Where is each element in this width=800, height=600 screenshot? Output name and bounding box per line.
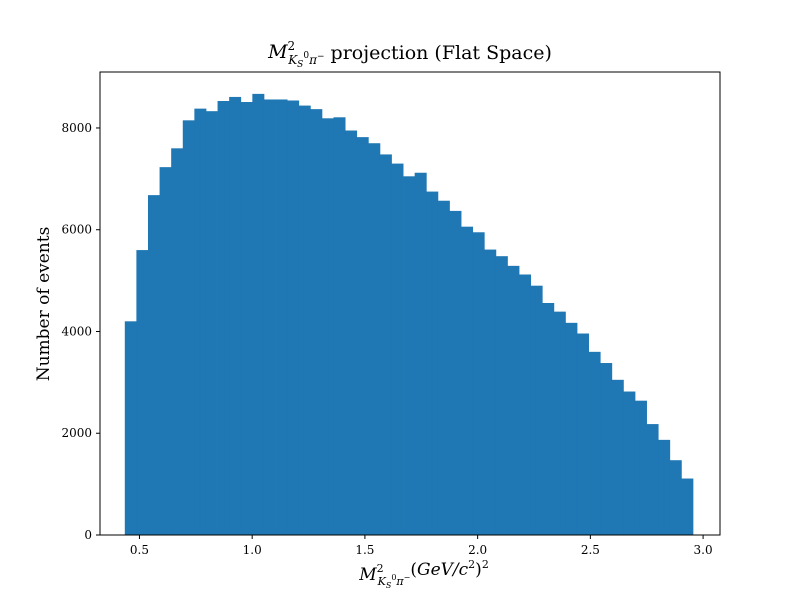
histogram-bar xyxy=(368,143,381,535)
plot-frame xyxy=(99,71,721,536)
histogram-bar xyxy=(484,249,497,536)
histogram-bar xyxy=(287,100,300,535)
histogram-bar xyxy=(553,311,566,535)
histogram-bar xyxy=(147,195,160,535)
histogram-bar xyxy=(519,274,532,535)
histogram-bar xyxy=(565,322,578,535)
histogram-bar xyxy=(530,285,543,535)
histogram-bar xyxy=(437,200,450,535)
histogram-bar xyxy=(634,400,647,535)
histogram-bar xyxy=(298,105,311,535)
histogram-bar xyxy=(345,130,358,535)
histogram-bar xyxy=(379,154,392,535)
x-tick-label: 0.5 xyxy=(130,543,149,557)
histogram-bar xyxy=(449,210,462,535)
histogram-bar xyxy=(472,232,485,535)
histogram-bar xyxy=(194,108,207,535)
y-axis-label: Number of events xyxy=(34,227,54,382)
x-tick-label: 3.0 xyxy=(694,543,713,557)
histogram-bar xyxy=(310,109,323,536)
histogram-bars xyxy=(124,93,694,536)
histogram-bar xyxy=(611,379,624,535)
histogram-bar xyxy=(159,167,172,535)
y-tick-label: 0 xyxy=(84,528,92,542)
histogram-bar xyxy=(356,137,369,535)
histogram-bar xyxy=(588,351,601,535)
histogram-bar xyxy=(507,265,520,535)
histogram-bar xyxy=(217,101,230,535)
histogram-bar xyxy=(171,148,184,536)
histogram-bar xyxy=(623,391,636,535)
histogram-bar xyxy=(240,102,253,536)
y-tick-label: 8000 xyxy=(61,121,92,135)
histogram-bar xyxy=(124,321,137,535)
histogram-bar xyxy=(321,118,334,536)
histogram-bar xyxy=(542,302,555,535)
x-tick-label: 1.5 xyxy=(355,543,374,557)
histogram-bar xyxy=(136,250,149,536)
y-axis-ticks: 0 2000 4000 6000 8000 xyxy=(61,121,100,542)
histogram-bar xyxy=(403,176,416,536)
x-tick-label: 2.5 xyxy=(581,543,600,557)
histogram-bar xyxy=(333,117,346,536)
histogram-bar xyxy=(646,424,659,535)
x-axis-label: M2 KS0π−(GeV/c2)2 xyxy=(358,558,489,590)
y-tick-label: 2000 xyxy=(61,426,92,440)
chart-title: M2 KS0π− projection (Flat Space) xyxy=(267,39,552,70)
histogram-bar xyxy=(263,99,276,535)
histogram-bar xyxy=(182,120,195,535)
histogram-bar xyxy=(229,96,242,535)
histogram-bar xyxy=(205,111,218,535)
histogram-bar xyxy=(495,256,508,535)
histogram-bar xyxy=(681,478,694,535)
histogram-bar xyxy=(669,460,682,535)
histogram-bar xyxy=(391,163,404,536)
y-tick-label: 4000 xyxy=(61,324,92,338)
histogram-bar xyxy=(658,439,671,535)
histogram-bar xyxy=(461,226,474,535)
x-tick-label: 2.0 xyxy=(468,543,487,557)
histogram-bar xyxy=(252,93,265,535)
histogram-bar xyxy=(600,363,613,535)
histogram-bar xyxy=(275,99,288,535)
histogram-bar xyxy=(576,333,589,535)
histogram-bar xyxy=(426,191,439,536)
y-tick-label: 6000 xyxy=(61,223,92,237)
x-tick-label: 1.0 xyxy=(243,543,262,557)
histogram-bar xyxy=(414,172,427,535)
x-axis-ticks: 0.5 1.0 1.5 2.0 2.5 3.0 xyxy=(130,535,713,557)
